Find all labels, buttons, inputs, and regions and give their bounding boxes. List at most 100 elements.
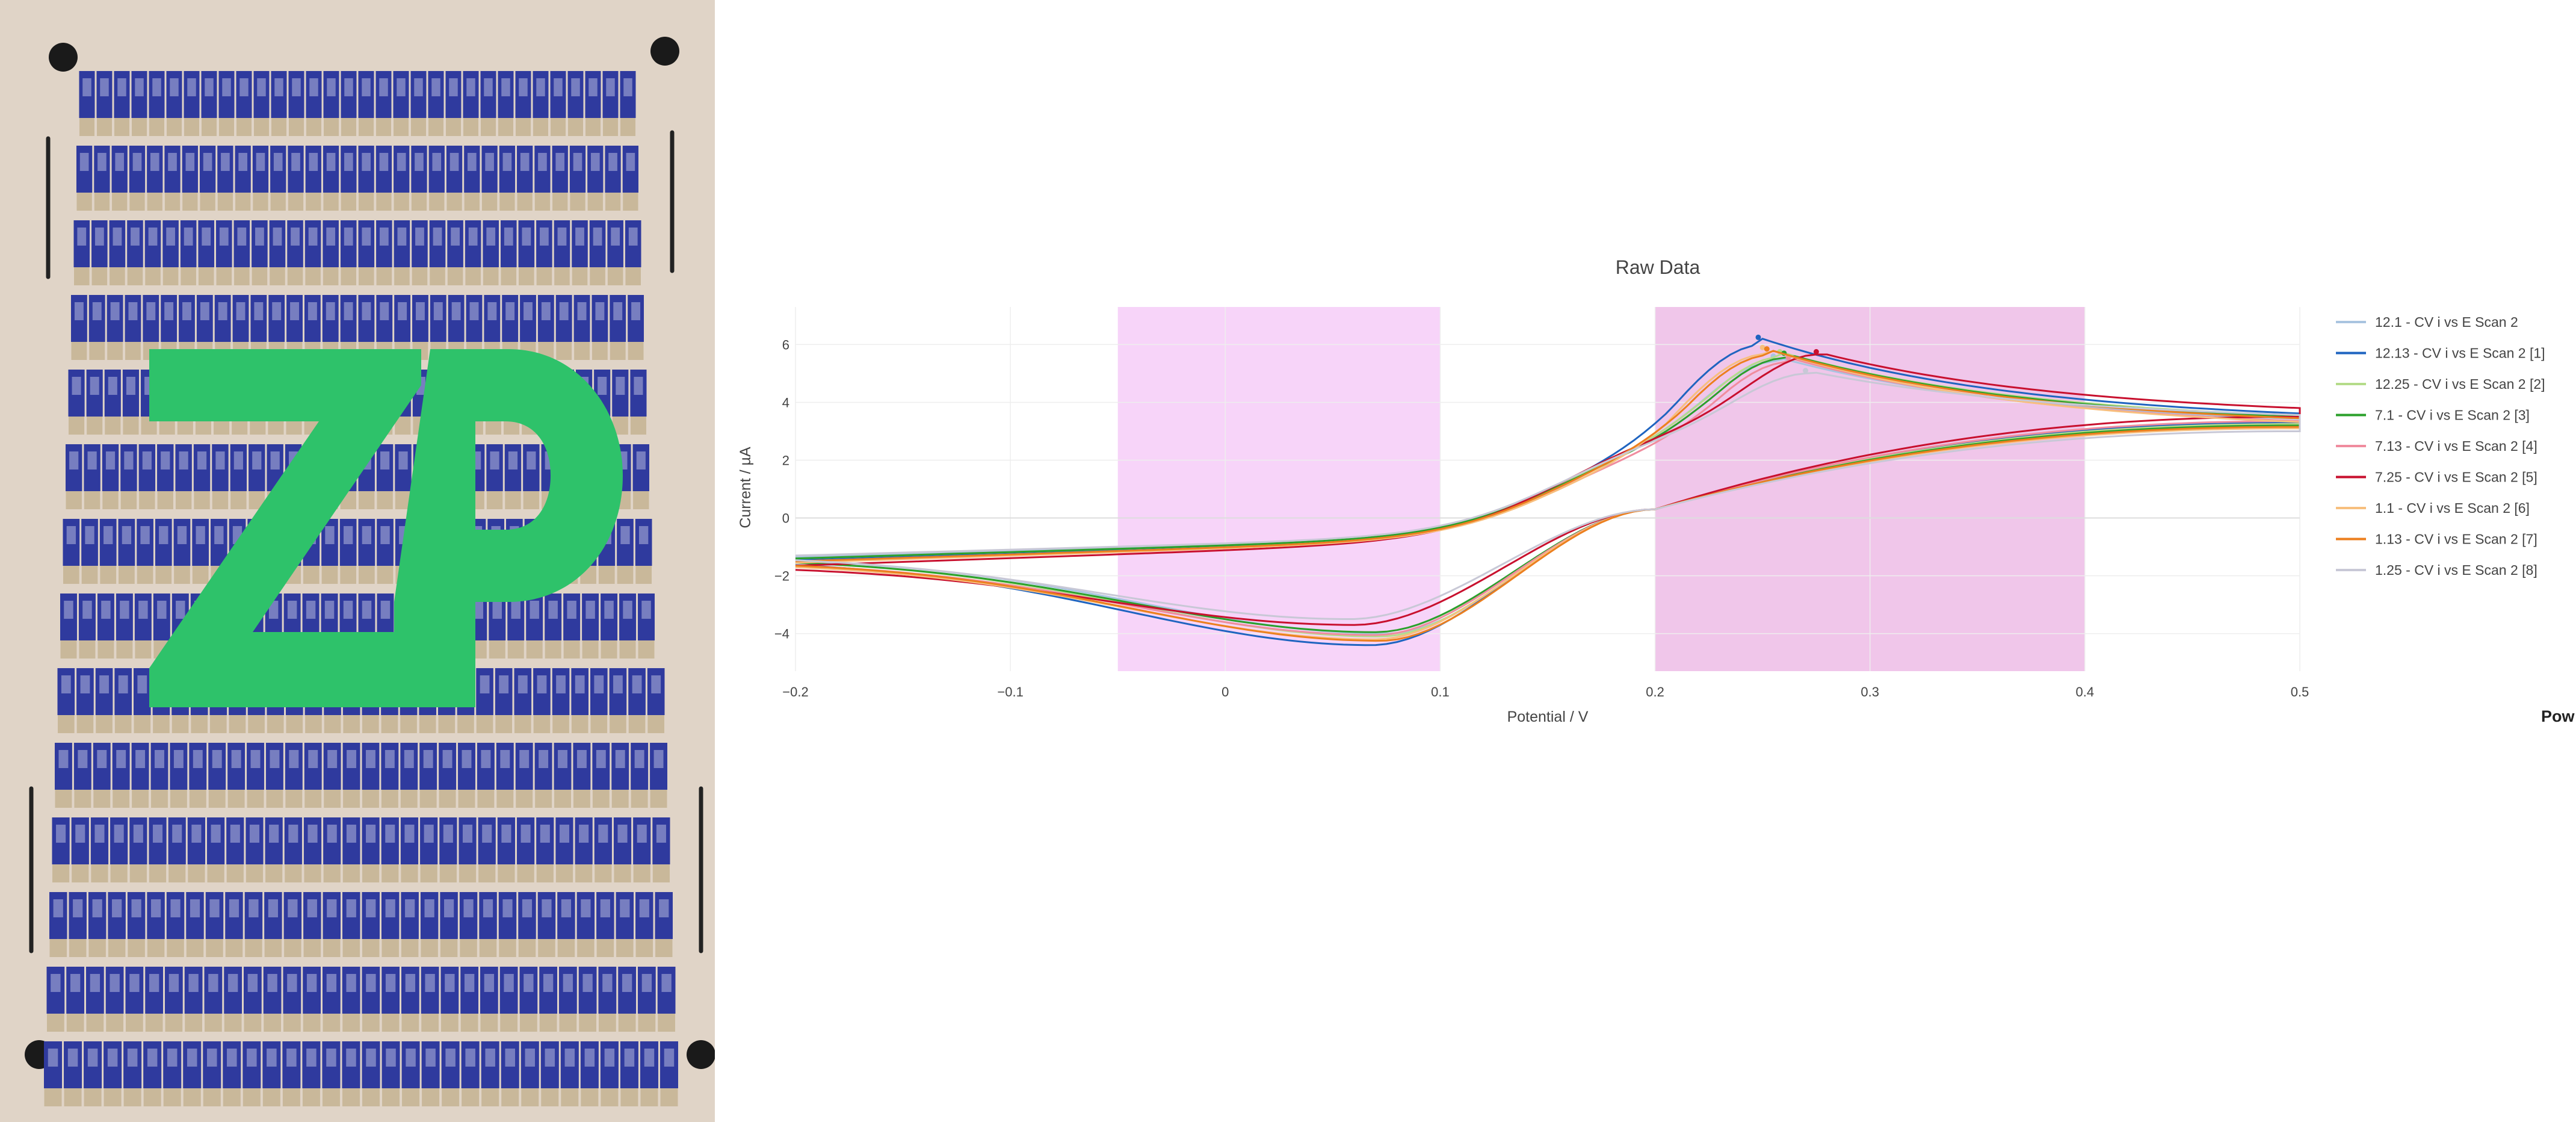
electrode-window — [288, 825, 298, 843]
electrode-strip — [412, 295, 428, 342]
electrode-contact — [568, 118, 583, 136]
electrode-contact — [223, 1088, 241, 1106]
electrode-contact — [587, 193, 603, 211]
electrode-strip — [118, 519, 135, 566]
legend-label: 1.1 - CV i vs E Scan 2 [6] — [2375, 500, 2530, 516]
electrode-strip — [477, 743, 495, 790]
electrode-window — [344, 302, 353, 320]
x-tick-label: 0.2 — [1646, 684, 1664, 699]
electrode-contact — [245, 939, 262, 957]
electrode-contact — [428, 118, 443, 136]
electrode-strip — [84, 444, 100, 491]
electrode-window — [344, 153, 353, 171]
electrode-contact — [304, 864, 321, 882]
electrode-window — [205, 78, 214, 96]
electrode-contact — [168, 864, 186, 882]
electrode-window — [326, 974, 337, 992]
electrode-contact — [126, 1014, 143, 1032]
electrode-contact — [167, 939, 184, 957]
electrode-strip — [362, 817, 380, 864]
electrode-window — [484, 974, 495, 992]
electrode-contact — [114, 715, 132, 733]
electrode-window — [571, 78, 580, 96]
electrode-window — [255, 228, 264, 246]
electrode-contact — [592, 790, 610, 808]
electrode-strip — [205, 892, 224, 939]
logo-letter-p — [394, 349, 623, 707]
electrode-window — [502, 899, 513, 917]
electrode-contact — [376, 267, 392, 285]
electrode-contact — [635, 566, 652, 584]
electrode-contact — [324, 790, 341, 808]
electrode-contact — [120, 491, 137, 509]
electrode-contact — [362, 715, 379, 733]
electrode-strip — [536, 817, 554, 864]
electrode-contact — [342, 939, 360, 957]
electrode-window — [70, 974, 81, 992]
electrode-strip — [252, 146, 269, 193]
electrode-strip — [602, 71, 619, 118]
electrode-contact — [188, 864, 205, 882]
electrode-strip — [287, 220, 303, 267]
electrode-strip — [635, 519, 652, 566]
electrode-strip — [323, 146, 339, 193]
electrode-window — [118, 675, 128, 693]
electrode-contact — [216, 267, 232, 285]
electrode-contact — [481, 118, 496, 136]
electrode-contact — [105, 417, 121, 435]
electrode-window — [140, 526, 150, 544]
electrode-strip — [421, 967, 439, 1014]
electrode-strip — [86, 370, 103, 417]
electrode-window — [661, 974, 672, 992]
electrode-strip — [198, 220, 214, 267]
electrode-strip — [540, 1041, 559, 1088]
electrode-window — [346, 1049, 356, 1067]
electrode-window — [449, 78, 458, 96]
electrode-window — [405, 974, 416, 992]
electrode-contact — [284, 939, 301, 957]
electrode-contact — [478, 864, 496, 882]
electrode-strip — [559, 967, 577, 1014]
electrode-strip — [650, 743, 667, 790]
electrode-contact — [429, 193, 445, 211]
electrode-window — [628, 228, 638, 246]
electrode-contact — [411, 118, 426, 136]
electrode-window — [366, 974, 376, 992]
electrode-window — [443, 825, 453, 843]
electrode-strip — [486, 444, 503, 491]
electrode-contact — [498, 118, 513, 136]
electrode-window — [230, 825, 240, 843]
electrode-strip — [610, 295, 626, 342]
electrode-strip — [358, 146, 374, 193]
electrode-strip — [497, 817, 515, 864]
electrode-strip — [630, 370, 647, 417]
electrode-strip — [123, 1041, 142, 1088]
electrode-strip — [342, 892, 360, 939]
electrode-window — [187, 78, 196, 96]
electrode-window — [602, 974, 613, 992]
electrode-contact — [323, 864, 341, 882]
electrode-strip — [110, 817, 128, 864]
electrode-window — [157, 601, 167, 619]
electrode-contact — [58, 715, 75, 733]
electrode-strip — [105, 967, 124, 1014]
electrode-strip — [655, 892, 673, 939]
electrode-contact — [323, 267, 339, 285]
electrode-contact — [381, 715, 398, 733]
electrode-contact — [359, 193, 374, 211]
electrode-strip — [285, 743, 303, 790]
electrode-contact — [116, 640, 133, 659]
electrode-contact — [100, 566, 117, 584]
electrode-strip — [268, 295, 285, 342]
x-tick-label: 0.4 — [2076, 684, 2095, 699]
electrode-window — [270, 750, 280, 768]
electrode-contact — [206, 939, 223, 957]
electrode-strip — [340, 220, 357, 267]
electrode-window — [548, 601, 558, 619]
electrode-contact — [501, 267, 517, 285]
electrode-window — [530, 601, 539, 619]
electrode-strip — [585, 71, 601, 118]
electrode-contact — [446, 118, 461, 136]
electrode-window — [114, 825, 124, 843]
electrode-strip — [246, 817, 264, 864]
